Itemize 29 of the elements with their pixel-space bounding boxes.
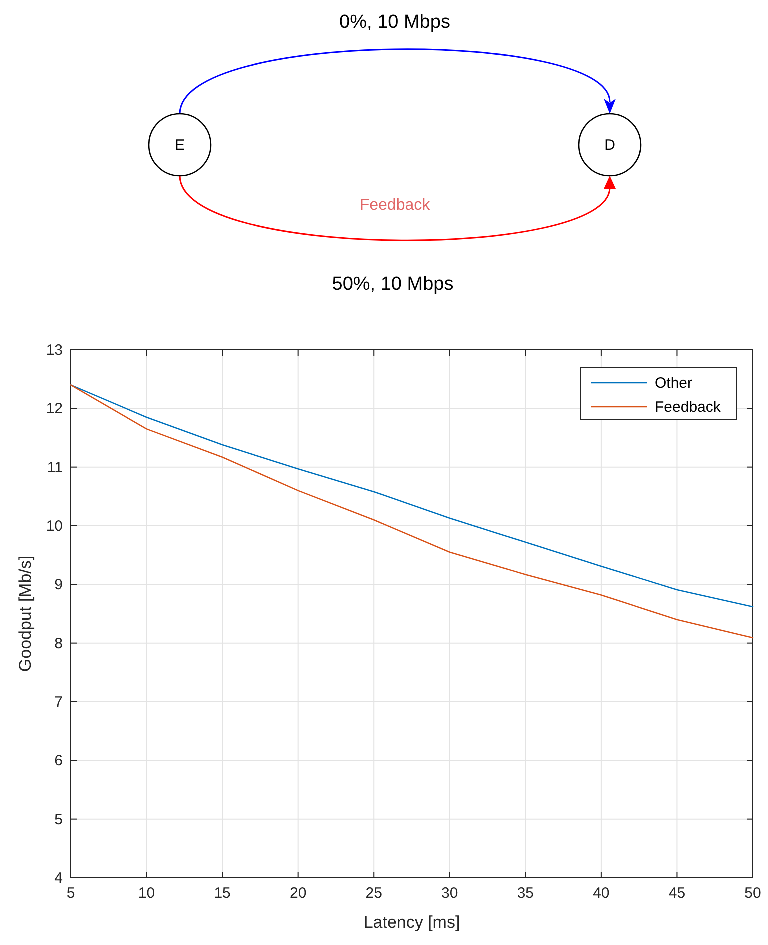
text: 0%, 10 Mbps xyxy=(340,12,450,33)
y-tick-label: 10 xyxy=(46,518,63,535)
y-tick-label: 8 xyxy=(54,635,63,652)
x-tick-label: 40 xyxy=(593,885,610,902)
y-axis-title: Goodput [Mb/s] xyxy=(16,556,35,672)
y-tick-label: 12 xyxy=(46,400,63,418)
text: D xyxy=(604,137,616,154)
x-tick-label: 45 xyxy=(668,885,686,902)
y-tick-label: 7 xyxy=(54,694,63,711)
x-tick-label: 25 xyxy=(366,885,382,902)
y-tick-label: 4 xyxy=(54,870,63,887)
y-tick-label: 9 xyxy=(54,576,63,594)
text: Feedback xyxy=(360,197,432,214)
legend-label: Feedback xyxy=(655,399,722,416)
x-tick-label: 20 xyxy=(290,885,307,902)
x-axis-title: Latency [ms] xyxy=(364,913,460,932)
y-tick-label: 5 xyxy=(54,811,63,828)
x-tick-label: 15 xyxy=(214,885,231,902)
y-tick-label: 6 xyxy=(54,752,63,770)
y-tick-label: 11 xyxy=(47,459,63,476)
text: 50%, 10 Mbps xyxy=(332,274,454,295)
text: E xyxy=(174,137,186,154)
x-tick-label: 30 xyxy=(442,885,458,902)
x-tick-label: 5 xyxy=(66,885,76,902)
x-tick-label: 35 xyxy=(517,885,534,902)
x-tick-label: 10 xyxy=(138,885,156,902)
legend-label: Other xyxy=(655,375,693,392)
x-tick-label: 50 xyxy=(744,885,762,902)
y-tick-label: 13 xyxy=(46,342,63,359)
